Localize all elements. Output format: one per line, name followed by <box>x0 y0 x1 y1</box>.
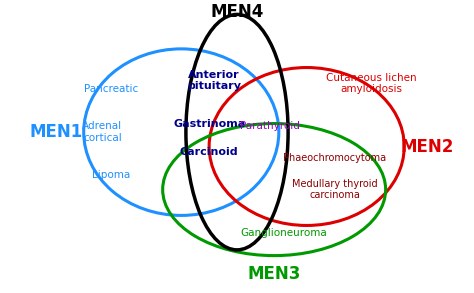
Text: Medullary thyroid
carcinoma: Medullary thyroid carcinoma <box>292 179 377 200</box>
Text: Ganglioneuroma: Ganglioneuroma <box>240 228 327 238</box>
Text: MEN4: MEN4 <box>210 3 264 21</box>
Text: Pancreatic: Pancreatic <box>84 84 139 94</box>
Text: Phaeochromocytoma: Phaeochromocytoma <box>283 153 386 163</box>
Text: MEN2: MEN2 <box>401 137 454 156</box>
Text: Gastrinoma: Gastrinoma <box>173 119 245 129</box>
Text: Cutaneous lichen
amyloidosis: Cutaneous lichen amyloidosis <box>327 73 417 94</box>
Text: Anterior
pituitary: Anterior pituitary <box>187 70 241 91</box>
Text: Adrenal
cortical: Adrenal cortical <box>82 121 122 143</box>
Text: Parathyroid: Parathyroid <box>239 121 300 131</box>
Text: Carcinoid: Carcinoid <box>180 147 238 157</box>
Text: Lipoma: Lipoma <box>92 170 131 180</box>
Text: MEN3: MEN3 <box>247 265 301 283</box>
Text: MEN1: MEN1 <box>29 123 82 141</box>
